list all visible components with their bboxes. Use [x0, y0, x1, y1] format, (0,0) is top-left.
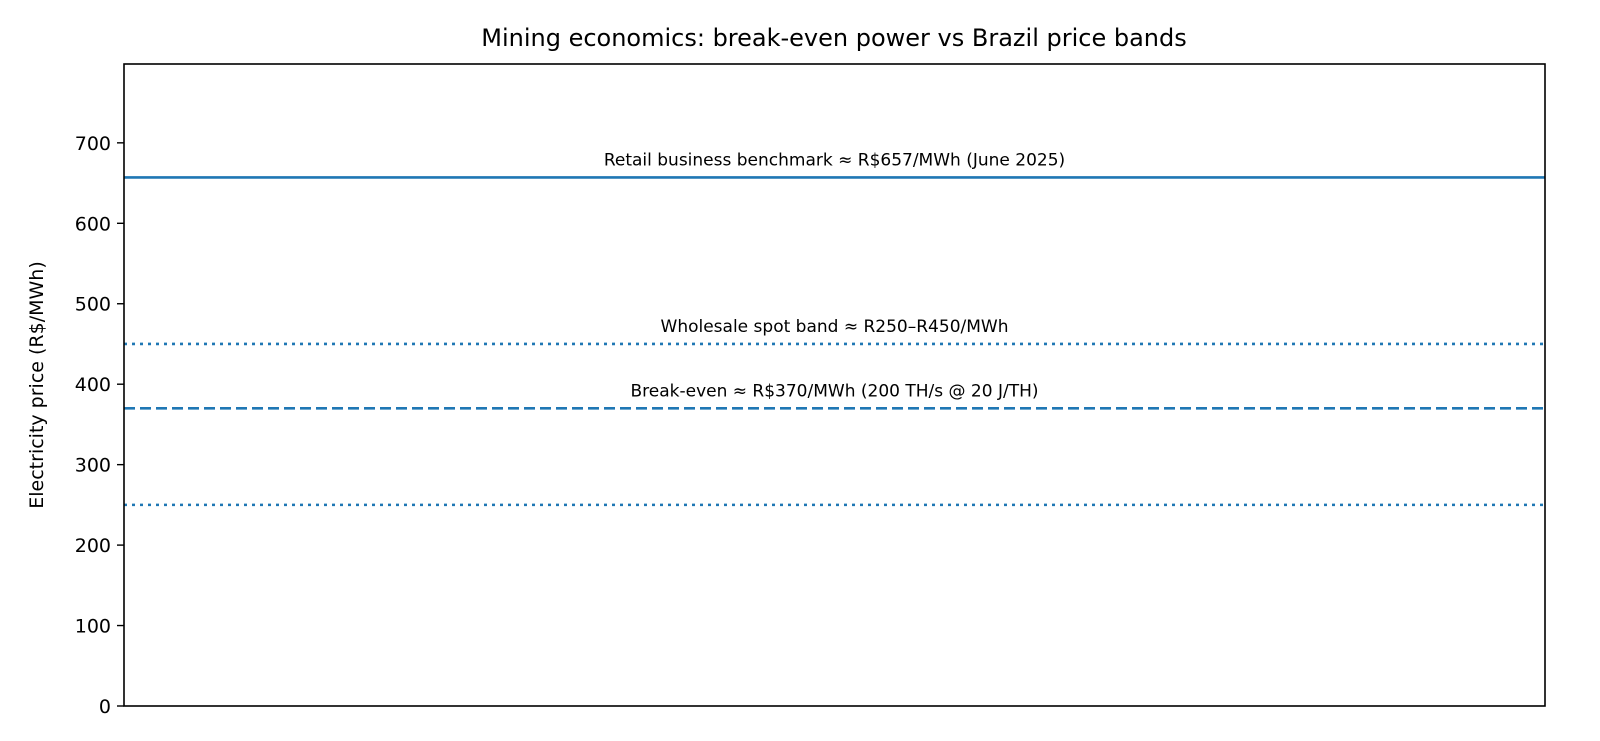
- y-tick-label: 100: [75, 616, 111, 638]
- hline-annotation: Wholesale spot band ≈ R250–R450/MWh: [661, 317, 1009, 337]
- y-ticks: 0 100 200 300 400 500 600 700: [75, 133, 124, 718]
- y-tick-label: 600: [75, 213, 111, 235]
- y-tick-label: 400: [75, 374, 111, 396]
- y-tick-label: 500: [75, 294, 111, 316]
- chart-title: Mining economics: break-even power vs Br…: [481, 24, 1187, 52]
- y-tick-label: 200: [75, 535, 111, 557]
- hline-annotation: Retail business benchmark ≈ R$657/MWh (J…: [604, 150, 1065, 170]
- hline-annotation: Break-even ≈ R$370/MWh (200 TH/s @ 20 J/…: [630, 381, 1038, 401]
- plot-frame: [123, 63, 1546, 707]
- y-tick-label: 700: [75, 133, 111, 155]
- hlines: Retail business benchmark ≈ R$657/MWh (J…: [124, 150, 1545, 507]
- y-axis-label: Electricity price (R$/MWh): [26, 261, 48, 508]
- y-tick-label: 300: [75, 455, 111, 477]
- y-tick-label: 0: [99, 696, 111, 718]
